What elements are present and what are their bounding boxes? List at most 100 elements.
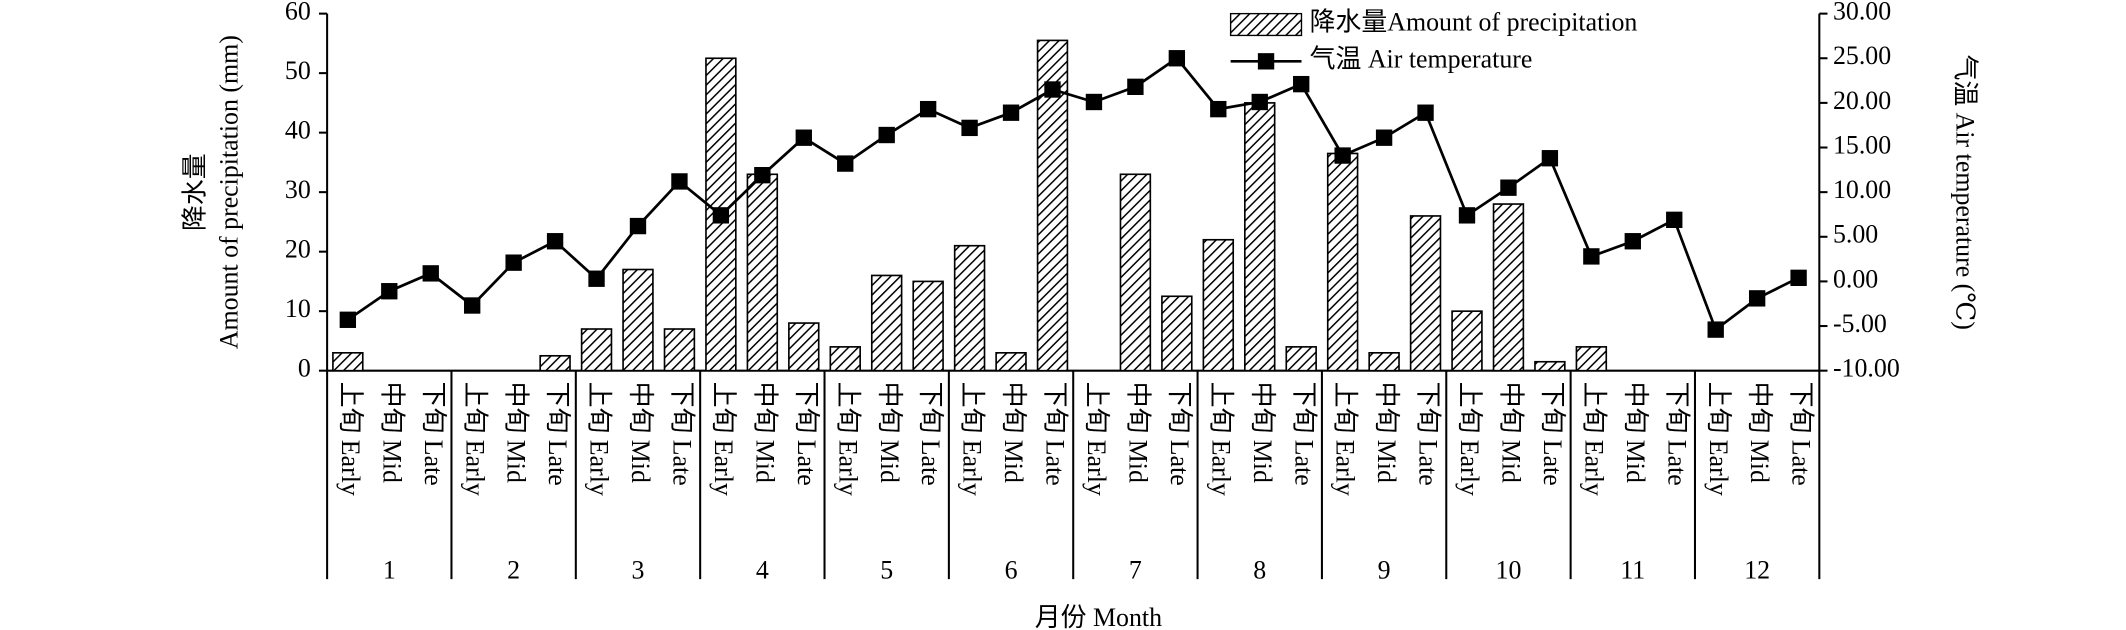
x-tick-label: 上旬 Early (1579, 382, 1608, 496)
month-label: 5 (880, 555, 893, 584)
marker (1127, 78, 1144, 95)
month-label: 12 (1744, 555, 1770, 584)
bar (1285, 346, 1317, 372)
x-tick-label: 上旬 Early (958, 382, 987, 496)
marker (1748, 290, 1766, 307)
bar (1119, 173, 1152, 372)
marker (1293, 75, 1310, 93)
month-label: 1 (383, 555, 396, 584)
y2-tick-label: 15.00 (1833, 130, 1891, 159)
x-tick-label: 中旬 Mid (502, 382, 531, 483)
x-tick-label: 上旬 Early (1704, 382, 1733, 496)
y-tick-label: 50 (285, 56, 311, 85)
x-tick-label: 中旬 Mid (1123, 382, 1152, 483)
x-tick-label: 下旬 Late (1289, 382, 1318, 486)
y2-tick-label: -10.00 (1833, 354, 1900, 383)
month-label: 3 (632, 555, 645, 584)
month-label: 8 (1253, 555, 1266, 584)
marker (629, 217, 647, 235)
marker (546, 233, 564, 250)
x-tick-label: 下旬 Late (916, 382, 945, 486)
x-tick-label: 中旬 Mid (1621, 382, 1650, 483)
bar (622, 268, 654, 372)
marker (754, 167, 771, 184)
legend-swatch (1229, 12, 1303, 37)
bar (746, 173, 779, 372)
month-label: 7 (1129, 555, 1142, 584)
marker (1375, 129, 1393, 146)
bar (1451, 310, 1483, 372)
marker (712, 207, 730, 224)
x-tick-label: 下旬 Late (1414, 382, 1443, 486)
marker (1583, 248, 1600, 265)
marker (422, 265, 439, 282)
x-tick-label: 上旬 Early (336, 382, 365, 496)
bar (1244, 102, 1276, 372)
marker (878, 126, 895, 144)
x-tick-label: 中旬 Mid (1372, 382, 1401, 483)
x-tick-label: 中旬 Mid (377, 382, 406, 483)
marker (1624, 233, 1641, 250)
x-tick-label: 中旬 Mid (875, 382, 904, 483)
marker (1500, 179, 1517, 196)
x-tick-label: 下旬 Late (1538, 382, 1567, 486)
x-tick-label: 中旬 Mid (999, 382, 1028, 483)
y-tick-label: 0 (298, 354, 311, 383)
marker (1417, 104, 1434, 121)
bar (912, 280, 944, 372)
marker (1210, 100, 1227, 118)
bar (870, 274, 903, 372)
legend-label: 降水量Amount of precipitation (1310, 7, 1638, 36)
marker (381, 283, 398, 300)
month-label: 9 (1378, 555, 1391, 584)
y2-tick-label: 5.00 (1833, 220, 1878, 249)
x-tick-label: 上旬 Early (1082, 382, 1111, 496)
bar (1409, 215, 1442, 372)
bar (1534, 360, 1566, 372)
month-label: 4 (756, 555, 769, 584)
x-axis-label: 月份 Month (1035, 603, 1162, 630)
x-tick-label: 下旬 Late (668, 382, 697, 486)
line (347, 56, 1800, 332)
y2-axis-label: 气温 Air temperature (℃) (1950, 54, 1979, 329)
bar (539, 354, 571, 372)
y-tick-label: 60 (285, 0, 311, 26)
x-tick-label: 上旬 Early (460, 382, 489, 496)
bar (332, 351, 364, 372)
marker (1458, 207, 1476, 224)
marker (919, 100, 937, 118)
marker (505, 254, 522, 271)
bar (1575, 346, 1608, 372)
bar (953, 244, 986, 372)
marker (1790, 269, 1807, 287)
marker (1168, 50, 1186, 67)
y-tick-label: 40 (285, 116, 311, 145)
marker (671, 173, 688, 190)
x-tick-label: 上旬 Early (709, 382, 738, 496)
legend-label: 气温 Air temperature (1310, 44, 1533, 73)
bar (995, 351, 1027, 372)
x-tick-label: 下旬 Late (1662, 382, 1691, 486)
x-tick-label: 中旬 Mid (1497, 382, 1526, 483)
x-tick-label: 上旬 Early (585, 382, 614, 496)
month-label: 2 (507, 555, 520, 584)
marker (1085, 93, 1103, 111)
marker (588, 270, 605, 287)
y-axis-label: Amount of precipitation (mm) (215, 35, 244, 349)
marker (1002, 104, 1020, 121)
x-tick-label: 中旬 Mid (626, 382, 655, 483)
y-tick-label: 30 (285, 175, 311, 204)
y2-tick-label: -5.00 (1833, 309, 1887, 338)
x-tick-label: 下旬 Late (543, 382, 572, 486)
x-tick-label: 下旬 Late (419, 382, 448, 486)
bar (1492, 203, 1525, 372)
y-tick-label: 20 (285, 235, 311, 264)
bar (829, 346, 861, 372)
x-tick-label: 中旬 Mid (750, 382, 779, 483)
x-tick-label: 上旬 Early (1331, 382, 1360, 496)
marker (1044, 81, 1061, 98)
marker (1707, 321, 1724, 338)
bar (1326, 152, 1359, 372)
marker (795, 129, 812, 146)
